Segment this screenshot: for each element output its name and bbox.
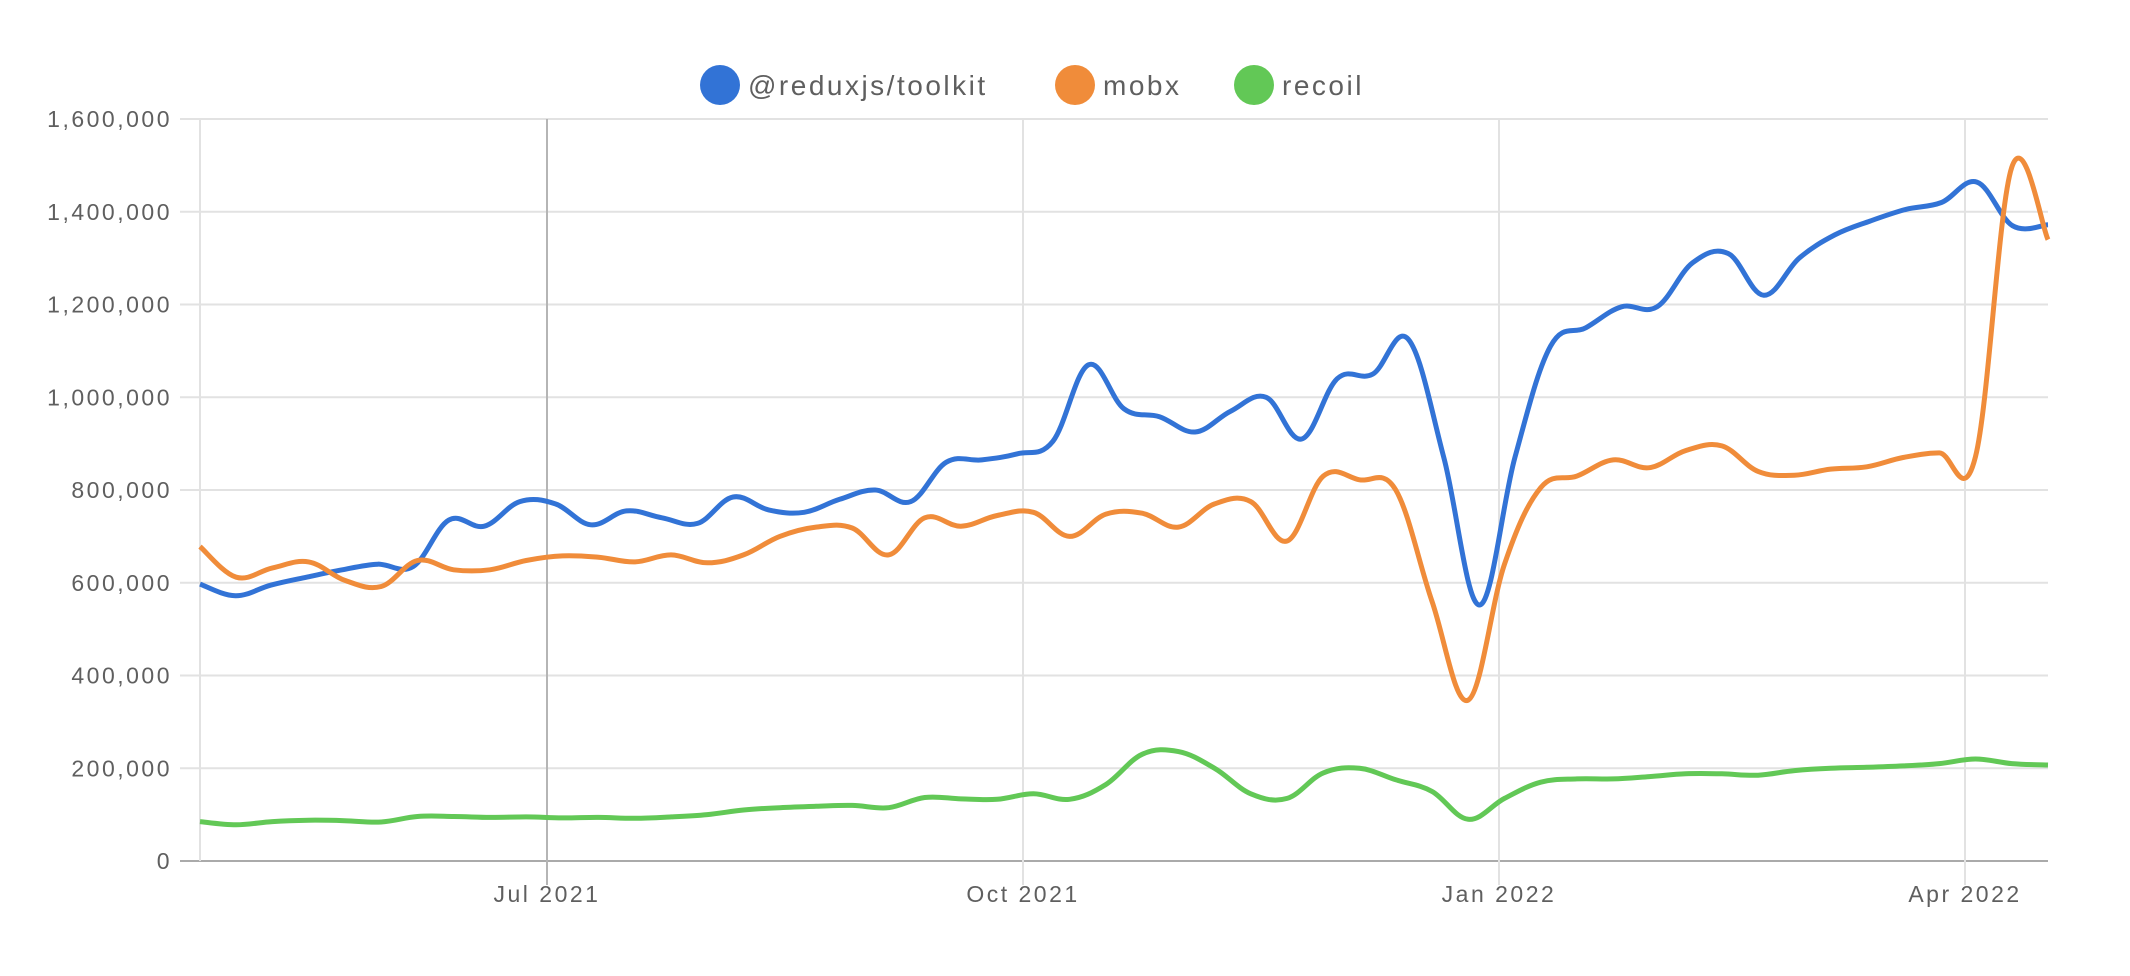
y-axis: 0 200,000 400,000 600,000 800,000 1,000,000 1,… (47, 106, 172, 874)
legend-item-redux-toolkit[interactable]: @reduxjs/toolkit (700, 65, 988, 105)
x-tick-label: Apr 2022 (1908, 881, 2021, 907)
y-tick-label: 200,000 (71, 755, 172, 781)
legend-item-mobx[interactable]: mobx (1055, 65, 1181, 105)
legend-label: @reduxjs/toolkit (748, 70, 988, 101)
series-line--reduxjs-toolkit (199, 179, 2049, 608)
legend-swatch-icon (700, 65, 740, 105)
y-tick-label: 0 (157, 848, 172, 874)
y-tick-label: 600,000 (71, 570, 172, 596)
series-line-mobx (198, 155, 2051, 703)
legend-label: recoil (1282, 70, 1364, 101)
legend-swatch-icon (1234, 65, 1274, 105)
grid (180, 118, 2048, 885)
y-tick-label: 1,400,000 (47, 199, 172, 225)
y-tick-label: 1,200,000 (47, 292, 172, 318)
y-tick-label: 400,000 (71, 663, 172, 689)
legend-label: mobx (1103, 70, 1181, 101)
y-tick-label: 1,000,000 (47, 384, 172, 410)
x-tick-label: Jan 2022 (1442, 881, 1557, 907)
legend-item-recoil[interactable]: recoil (1234, 65, 1364, 105)
legend: @reduxjs/toolkit mobx recoil (700, 65, 1364, 105)
y-tick-label: 800,000 (71, 477, 172, 503)
x-tick-label: Jul 2021 (494, 881, 601, 907)
x-axis: Jul 2021 Oct 2021 Jan 2022 Apr 2022 (494, 881, 2021, 907)
legend-swatch-icon (1055, 65, 1095, 105)
series-lines (198, 155, 2051, 828)
x-tick-label: Oct 2021 (966, 881, 1079, 907)
series-line-recoil (199, 747, 2049, 828)
y-tick-label: 1,600,000 (47, 106, 172, 132)
